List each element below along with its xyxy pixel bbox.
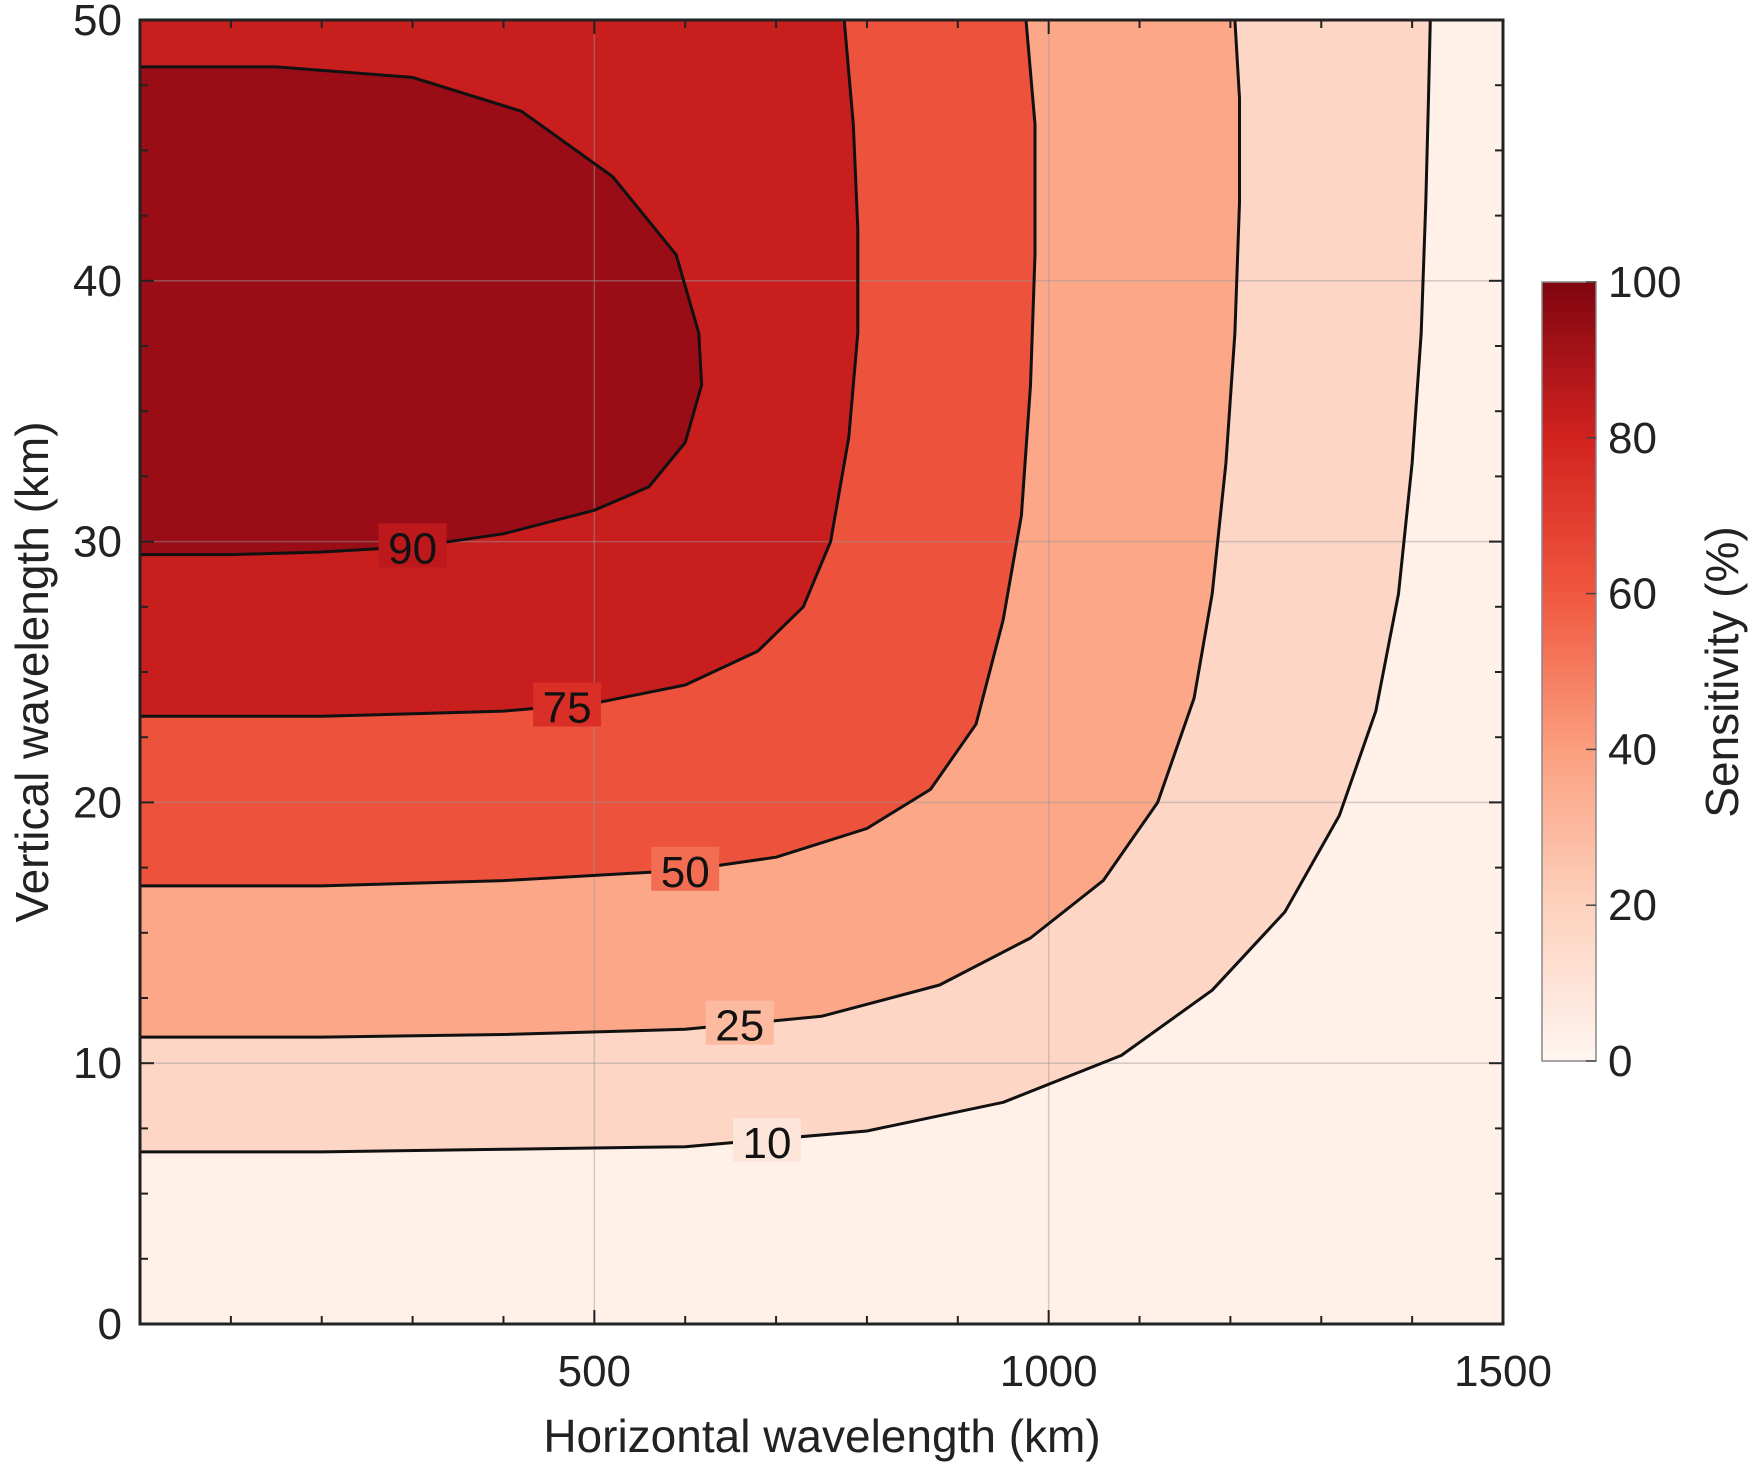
contour-label-25: 25 [715,1002,764,1051]
contour-label-gap [732,1118,801,1163]
colorbar-tick-label: 0 [1608,1037,1632,1086]
x-tick-label: 1000 [1000,1347,1098,1396]
colorbar-tick-label: 20 [1608,881,1657,930]
y-tick-labels: 0 10 20 30 40 50 [73,0,122,1349]
contour-label-gap [378,523,447,568]
grid [140,20,1503,1324]
contour-label-gap [705,1000,774,1045]
contour-line-75 [140,20,860,718]
colorbar-tick-label: 60 [1608,570,1657,619]
contour-label-10: 10 [743,1119,792,1168]
contour-lines [140,20,1432,1154]
colorbar-tick-label: 40 [1608,725,1657,774]
y-tick-label: 50 [73,0,122,45]
contour-label-75: 75 [543,684,592,733]
contour-label-gap [533,682,602,727]
colorbar-tick-label: 100 [1608,258,1681,307]
band-above-90 [140,66,702,555]
colorbar-tick-label: 80 [1608,414,1657,463]
axis-ticks [140,20,1503,1324]
colorbar-label: Sensitivity (%) [1696,526,1748,817]
contour-labels: 10 25 50 75 90 [378,523,801,1168]
y-tick-label: 10 [73,1039,122,1088]
colorbar-gradient [1541,281,1597,1062]
x-axis-label: Horizontal wavelength (km) [543,1410,1100,1462]
colorbar-ticks: 0 20 40 60 80 100 [1586,258,1681,1086]
contour-line-25 [140,20,1241,1039]
contour-label-90: 90 [388,524,437,573]
contour-label-50: 50 [661,848,710,897]
y-tick-label: 0 [98,1300,122,1349]
x-tick-label: 1500 [1454,1347,1552,1396]
sensitivity-fill [140,20,1503,1324]
x-tick-label: 500 [558,1347,631,1396]
y-tick-label: 40 [73,257,122,306]
y-tick-label: 20 [73,778,122,827]
contour-line-90 [140,65,704,557]
contour-label-gap [651,846,720,891]
y-tick-label: 30 [73,518,122,567]
contour-line-10 [140,20,1432,1154]
y-axis-label: Vertical wavelength (km) [6,421,58,922]
colorbar: 0 20 40 60 80 100 Sensitivity (%) [1541,258,1748,1086]
x-tick-labels: 500 1000 1500 [558,1347,1552,1396]
contour-line-50 [140,20,1037,888]
